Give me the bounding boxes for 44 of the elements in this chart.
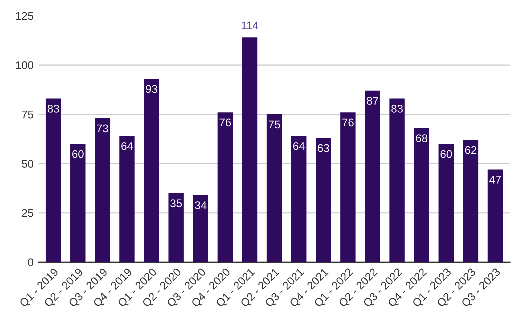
y-tick-label: 25 bbox=[22, 209, 34, 218]
y-tick-label: 75 bbox=[22, 110, 34, 119]
data-label: 73 bbox=[97, 124, 108, 133]
bar bbox=[70, 144, 86, 262]
data-label: 63 bbox=[318, 144, 330, 152]
data-label: 34 bbox=[195, 202, 207, 210]
data-label: 76 bbox=[220, 118, 232, 127]
data-label: 60 bbox=[72, 150, 84, 158]
data-label: 75 bbox=[268, 120, 280, 129]
bar bbox=[120, 136, 135, 262]
bar bbox=[438, 144, 454, 262]
bar bbox=[488, 170, 504, 262]
data-label: 64 bbox=[122, 142, 134, 150]
data-label: 47 bbox=[490, 176, 502, 184]
bar bbox=[218, 112, 234, 262]
bar bbox=[414, 128, 430, 262]
data-label: 93 bbox=[146, 85, 158, 94]
y-tick-label: 50 bbox=[22, 160, 34, 168]
data-label: 35 bbox=[170, 200, 182, 208]
data-label: 83 bbox=[392, 104, 403, 113]
bar bbox=[266, 114, 282, 262]
bar bbox=[291, 136, 307, 262]
bar bbox=[95, 118, 110, 262]
bar bbox=[46, 98, 62, 262]
bar bbox=[242, 38, 258, 262]
data-label: 62 bbox=[465, 146, 477, 154]
bar bbox=[390, 98, 405, 262]
data-label: 76 bbox=[342, 118, 354, 127]
data-label: 64 bbox=[293, 142, 305, 150]
data-label: 114 bbox=[242, 22, 259, 30]
y-tick-label: 125 bbox=[16, 12, 34, 20]
bar bbox=[193, 195, 208, 262]
y-tick-label: 0 bbox=[28, 258, 34, 267]
bar bbox=[316, 138, 332, 262]
bar bbox=[168, 193, 184, 262]
y-tick-label: 100 bbox=[16, 62, 34, 70]
data-label: 87 bbox=[367, 97, 378, 105]
bar bbox=[463, 140, 479, 262]
bar bbox=[144, 79, 160, 262]
bar bbox=[340, 112, 356, 262]
data-label: 83 bbox=[48, 104, 60, 113]
data-label: 60 bbox=[440, 150, 452, 158]
bar bbox=[365, 90, 380, 262]
data-label: 68 bbox=[416, 134, 428, 142]
